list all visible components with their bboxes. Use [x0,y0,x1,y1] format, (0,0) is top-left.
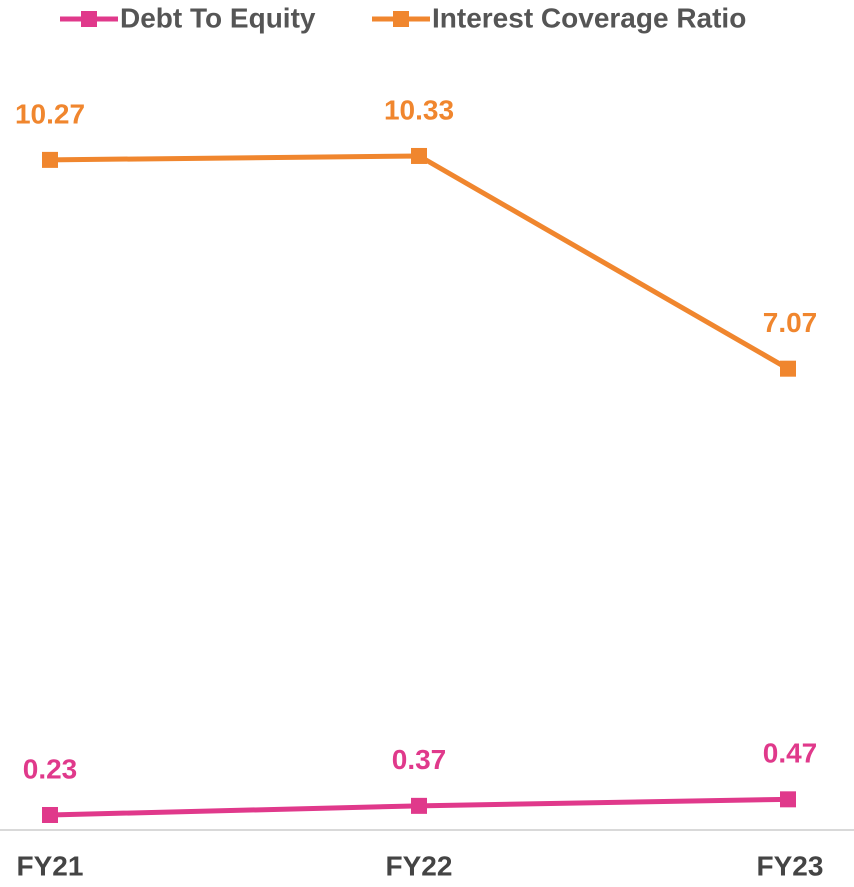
data-label: 0.37 [392,744,447,775]
point-marker [411,147,427,164]
point-marker [42,151,58,168]
data-label: 7.07 [763,307,818,338]
data-label: 10.27 [15,98,85,129]
data-label: 10.33 [384,94,454,125]
point-marker [42,806,58,823]
point-marker [780,360,796,377]
legend-marker [81,11,97,27]
x-tick-label: FY22 [386,850,453,881]
x-tick-label: FY21 [17,850,84,881]
x-tick-label: FY23 [757,850,824,881]
data-label: 0.47 [763,738,818,769]
point-marker [780,791,796,808]
legend-marker [393,11,409,27]
legend-label: Debt To Equity [120,2,316,33]
point-marker [411,797,427,814]
legend-label: Interest Coverage Ratio [432,2,746,33]
data-label: 0.23 [23,753,78,784]
series-line [49,153,790,371]
